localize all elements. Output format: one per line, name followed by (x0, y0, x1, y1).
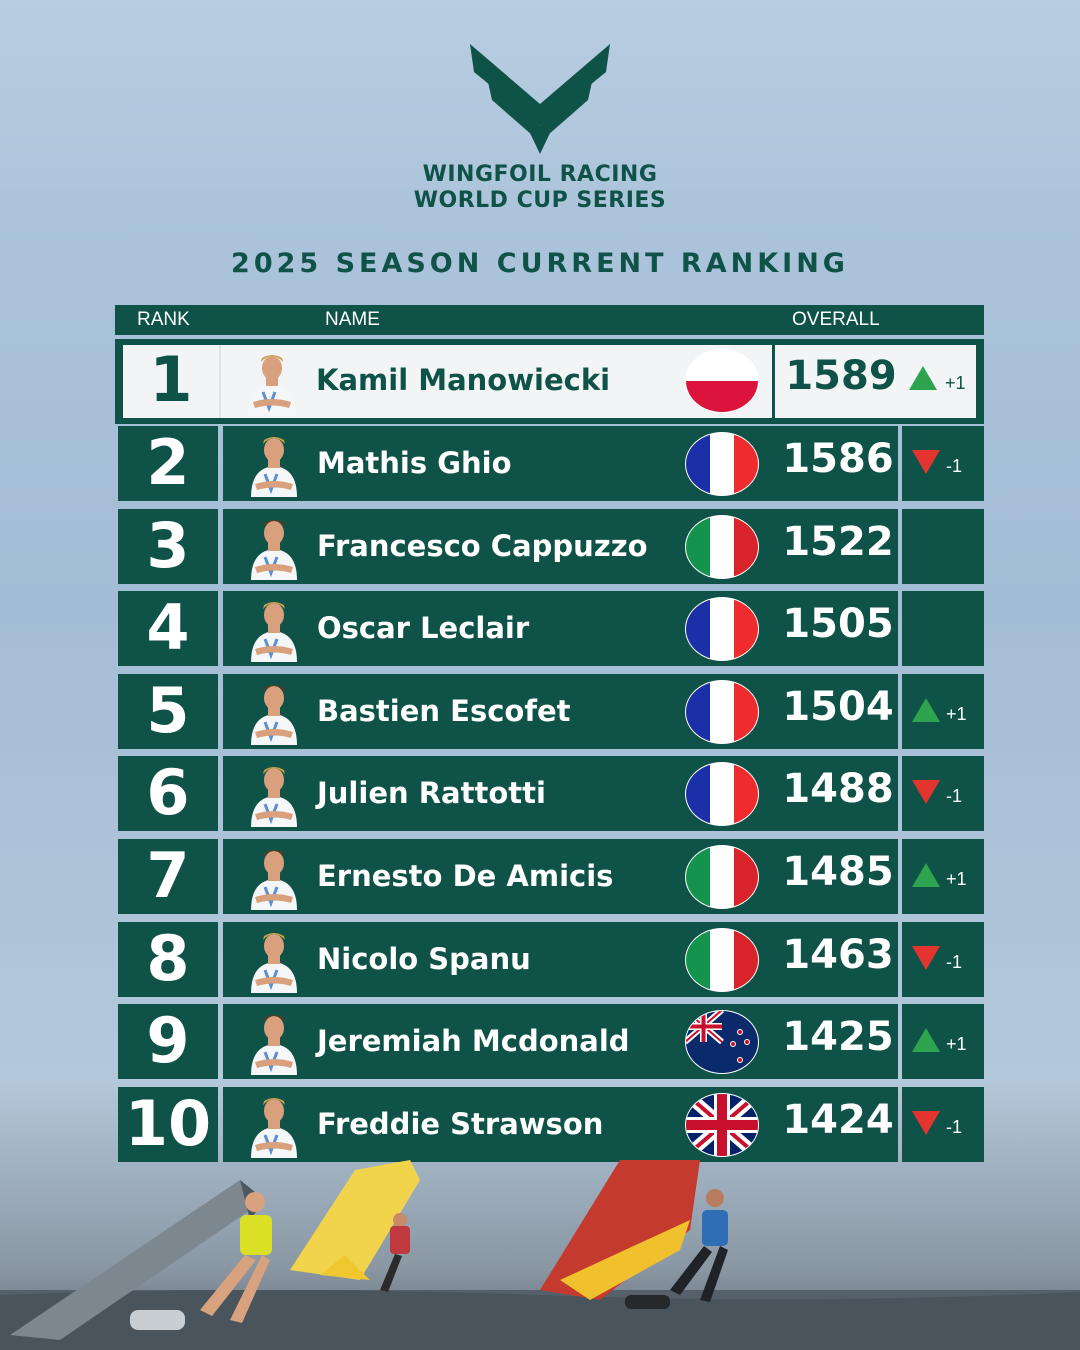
table-row: 2 Mathis Ghio 1586 -1 (118, 426, 984, 501)
header-name: NAME (325, 309, 380, 330)
rank-change: +1 (946, 869, 967, 889)
avatar (247, 595, 301, 663)
avatar (245, 348, 299, 415)
athlete-name: Ernesto De Amicis (317, 859, 614, 893)
avatar (247, 843, 301, 910)
wingfoil-riders-photo (0, 1160, 1080, 1350)
new-zealand-flag-icon (685, 1010, 759, 1075)
athlete-name: Oscar Leclair (317, 611, 530, 646)
avatar (247, 926, 301, 993)
athlete-name: Kamil Manowiecki (316, 363, 611, 397)
table-row: 6 Julien Rattotti 1488 -1 (118, 756, 984, 832)
header-rank: RANK (137, 309, 190, 330)
rank-number: 4 (146, 591, 190, 665)
brand-line-1: WINGFOIL RACING (422, 162, 658, 187)
rank-number: 5 (146, 673, 190, 747)
chevron-wing-logo-icon (470, 44, 610, 154)
overall-score: 1586 (782, 436, 894, 482)
rank-change: -1 (946, 951, 963, 972)
table-row: 5 Bastien Escofet 1504 +1 (118, 673, 984, 749)
table-row: 4 Oscar Leclair 1505 (118, 591, 984, 667)
table-row: 3 Francesco Cappuzzo 1522 (118, 508, 984, 584)
brand-line-2: WORLD CUP SERIES (413, 188, 667, 213)
athlete-name: Freddie Strawson (317, 1106, 604, 1141)
overall-score: 1424 (782, 1096, 894, 1143)
rank-number: 6 (146, 756, 190, 830)
up-arrow-icon (912, 697, 940, 722)
italy-flag-icon (685, 927, 759, 992)
rank-change: -1 (946, 1116, 963, 1137)
table-row: 7 Ernesto De Amicis 1485 +1 (118, 839, 984, 914)
france-flag-icon (685, 762, 759, 827)
header-overall: OVERALL (792, 309, 880, 330)
rank-change: +1 (946, 703, 967, 724)
rank-change: -1 (946, 456, 963, 476)
poland-flag-icon (685, 349, 759, 413)
avatar (247, 678, 301, 745)
athlete-name: Julien Rattotti (317, 776, 546, 811)
rank-change: -1 (946, 786, 963, 807)
rank-number: 10 (124, 1086, 212, 1160)
avatar (247, 1091, 301, 1158)
up-arrow-icon (912, 1028, 940, 1053)
athlete-name: Bastien Escofet (317, 693, 571, 728)
overall-score: 1522 (782, 518, 894, 565)
avatar (247, 513, 301, 580)
rank-number: 3 (146, 508, 190, 582)
avatar (247, 1008, 301, 1076)
table-row: 9 Jeremiah Mcdonald 1425 +1 (118, 1004, 984, 1080)
rank-change: +1 (946, 1034, 967, 1055)
overall-score: 1589 (785, 353, 897, 399)
france-flag-icon (685, 597, 759, 662)
down-arrow-icon (912, 945, 940, 970)
rank-number: 8 (146, 921, 190, 995)
overall-score: 1488 (782, 766, 894, 813)
table-header: RANK NAME OVERALL (115, 305, 984, 335)
down-arrow-icon (912, 1110, 940, 1135)
overall-score: 1485 (782, 849, 894, 895)
overall-score: 1463 (782, 931, 894, 978)
italy-flag-icon (685, 514, 759, 579)
france-flag-icon (685, 432, 759, 496)
athlete-name: Jeremiah Mcdonald (317, 1024, 630, 1059)
table-row: 8 Nicolo Spanu 1463 -1 (118, 921, 984, 997)
rank-number: 9 (146, 1004, 190, 1078)
athlete-name: Nicolo Spanu (317, 941, 531, 976)
france-flag-icon (685, 679, 759, 744)
avatar (247, 430, 301, 497)
up-arrow-icon (912, 863, 940, 887)
overall-score: 1505 (782, 601, 894, 648)
italy-flag-icon (685, 845, 759, 909)
athlete-name: Mathis Ghio (317, 446, 512, 480)
rank-number: 7 (146, 839, 190, 912)
overall-score: 1425 (782, 1014, 894, 1061)
overall-score: 1504 (782, 683, 894, 730)
up-arrow-icon (909, 366, 937, 390)
united-kingdom-flag-icon (685, 1092, 759, 1157)
athlete-name: Francesco Cappuzzo (317, 528, 648, 563)
table-row: 10 Freddie Strawson 1424 -1 (118, 1086, 984, 1162)
rank-number: 1 (149, 343, 193, 416)
rank-change: +1 (945, 373, 966, 393)
page-title: 2025 SEASON CURRENT RANKING (231, 248, 849, 279)
table-row: 1 Kamil Manowiecki 1589 +1 (115, 339, 984, 424)
down-arrow-icon (912, 450, 940, 474)
avatar (247, 760, 301, 828)
down-arrow-icon (912, 780, 940, 805)
rank-number: 2 (146, 426, 190, 499)
